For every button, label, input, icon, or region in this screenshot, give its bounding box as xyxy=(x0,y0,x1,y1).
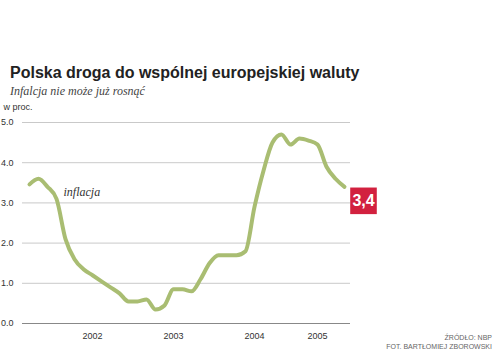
svg-text:2002: 2002 xyxy=(82,331,102,341)
svg-text:1.0: 1.0 xyxy=(1,278,14,288)
html-text:Infalcja nie może już rosnąć: Infalcja nie może już rosnąć xyxy=(10,84,145,98)
svg-text:3,4: 3,4 xyxy=(352,192,374,209)
html-text:ŹRÓDŁO: NBP: ŹRÓDŁO: NBP xyxy=(444,334,492,341)
svg-text:0.0: 0.0 xyxy=(1,318,14,328)
svg-text:inflacja: inflacja xyxy=(64,185,101,199)
svg-text:2003: 2003 xyxy=(163,331,183,341)
svg-text:2005: 2005 xyxy=(307,331,327,341)
html-text:Polska droga do wspólnej europ: Polska droga do wspólnej europejskiej wa… xyxy=(10,64,360,81)
svg-text:2.0: 2.0 xyxy=(1,238,14,248)
svg-text:w proc.: w proc. xyxy=(3,102,33,112)
svg-text:2004: 2004 xyxy=(244,331,264,341)
svg-text:5.0: 5.0 xyxy=(1,117,14,127)
svg-text:3.0: 3.0 xyxy=(1,198,14,208)
svg-text:4.0: 4.0 xyxy=(1,158,14,168)
html-text:FOT. BARTŁOMIEJ ZBOROWSKI: FOT. BARTŁOMIEJ ZBOROWSKI xyxy=(386,343,492,350)
